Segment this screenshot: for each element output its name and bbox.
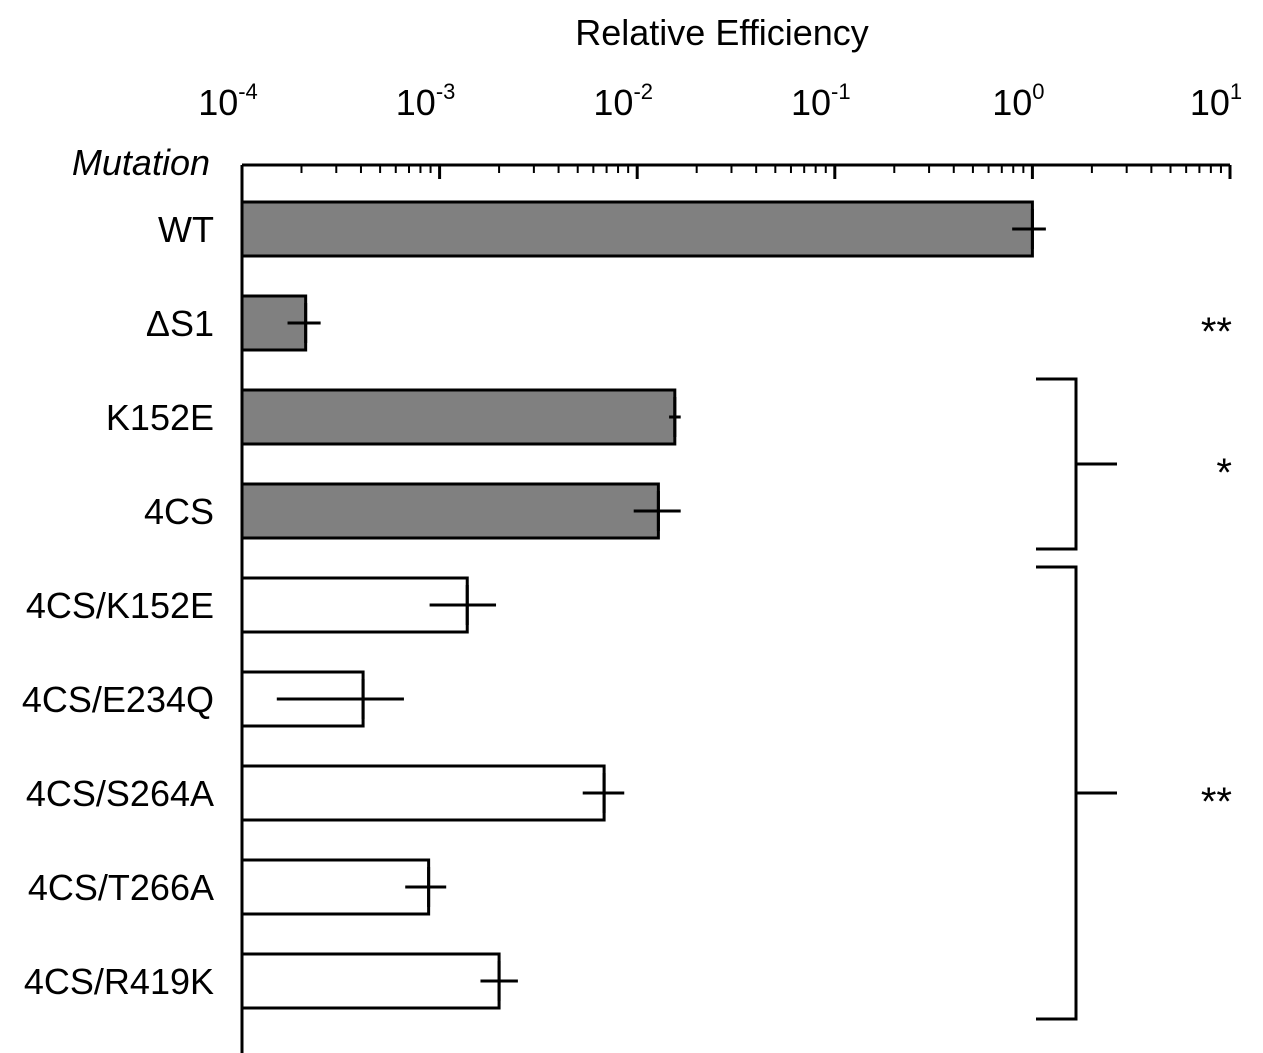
significance-bracket-2 xyxy=(1036,567,1076,1019)
category-axis-header: Mutation xyxy=(72,142,210,183)
significance-bracket-1 xyxy=(1036,379,1076,549)
x-tick-label: 10-4 xyxy=(198,79,258,123)
bar-7 xyxy=(242,860,429,914)
significance-annotations: ***** xyxy=(1036,310,1232,1019)
category-label: 4CS/S264A xyxy=(26,773,214,814)
x-tick-label: 10-1 xyxy=(791,79,851,123)
x-tick-label: 100 xyxy=(992,79,1044,123)
bar-series xyxy=(242,202,1046,1008)
x-tick-label: 101 xyxy=(1190,79,1242,123)
category-label: WT xyxy=(158,209,214,250)
x-tick-label: 10-2 xyxy=(593,79,653,123)
category-label: 4CS/E234Q xyxy=(22,679,214,720)
bar-2 xyxy=(242,390,675,444)
category-label: K152E xyxy=(106,397,214,438)
chart-title: Relative Efficiency xyxy=(575,12,868,53)
significance-label: * xyxy=(1216,451,1232,495)
bar-6 xyxy=(242,766,604,820)
category-label: 4CS/R419K xyxy=(24,961,214,1002)
x-tick-label: 10-3 xyxy=(396,79,456,123)
category-label: 4CS/K152E xyxy=(26,585,214,626)
category-label: ΔS1 xyxy=(146,303,214,344)
category-label: 4CS xyxy=(144,491,214,532)
significance-label: ** xyxy=(1201,780,1232,824)
bar-3 xyxy=(242,484,658,538)
bar-8 xyxy=(242,954,499,1008)
category-label: 4CS/T266A xyxy=(28,867,214,908)
category-labels: WT ΔS1 K152E 4CS 4CS/K152E 4CS/E234Q 4CS/S264A… xyxy=(22,209,214,1002)
significance-label: ** xyxy=(1201,310,1232,354)
bar-0 xyxy=(242,202,1032,256)
